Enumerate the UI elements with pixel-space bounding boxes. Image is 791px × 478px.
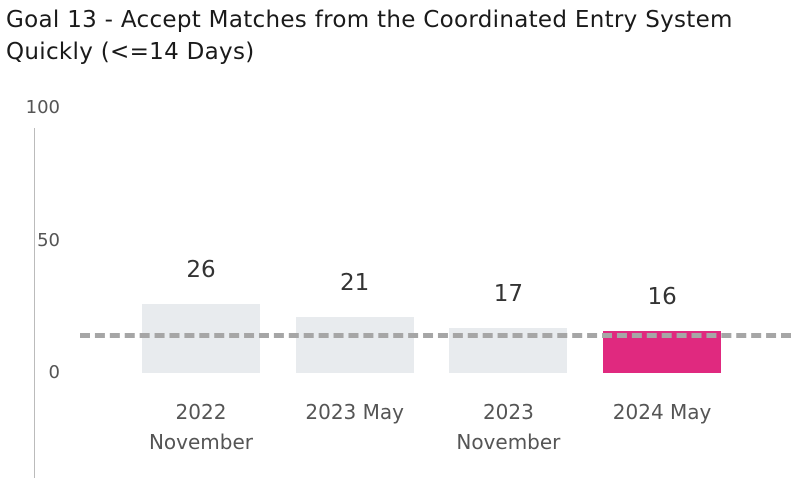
target-line [80,333,791,339]
x-tick-label: 2022 November [148,400,254,454]
y-tick-label: 50 [37,229,60,251]
value-label: 26 [186,257,216,284]
x-tick-label: 2023 May [305,400,404,424]
value-label: 17 [493,280,524,307]
y-tick-label: 100 [25,97,60,118]
chart-title: Goal 13 - Accept Matches from the Coordi… [6,7,733,65]
axis-line [34,128,35,478]
x-tick-label: 2023 November [456,400,561,454]
value-label: 16 [647,283,677,310]
y-tick-label: 0 [48,362,60,383]
bar [142,304,260,373]
bar [295,317,414,373]
x-tick-label: 2024 May [612,400,712,424]
value-label: 21 [340,270,370,297]
